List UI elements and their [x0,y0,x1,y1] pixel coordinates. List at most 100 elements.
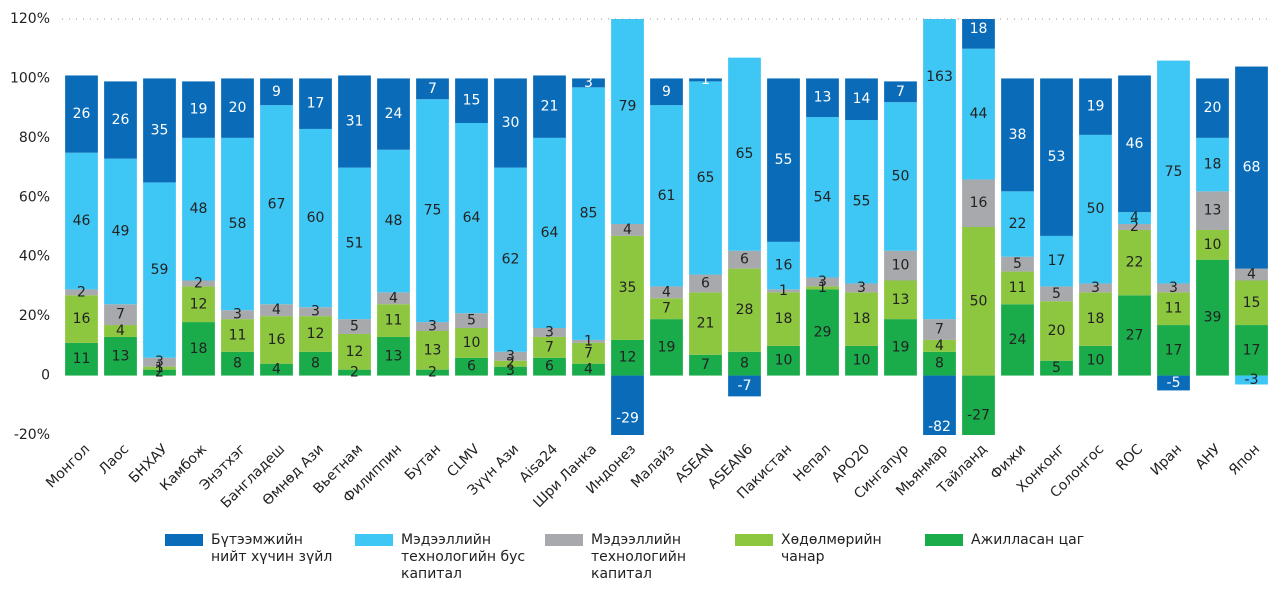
bar-segment [1157,60,1190,284]
x-tick-label: Лаос [96,441,132,477]
bar-segment [1235,375,1268,385]
data-label: 1 [584,333,593,349]
bar-segment [104,325,137,337]
bar-segment [1157,292,1190,326]
bar-segment [1118,295,1151,376]
chart: -20%020%40%60%80%100%120%111624626Монгол… [10,11,1271,512]
legend-swatch [925,534,963,546]
data-label: 3 [857,280,866,296]
bar-segment [923,375,956,435]
bar-segment [299,316,332,352]
data-label: 19 [658,339,676,355]
bar-segment [611,224,644,236]
legend-swatch [165,534,203,546]
bar-segment [182,286,215,323]
bar-segment [221,137,254,311]
legend: Бүтээмжийн нийт хүчин зүйл Мэдээллийн тех… [165,532,1115,583]
data-label: 61 [658,188,676,204]
bar-segment [767,78,800,242]
bar-segment [962,19,995,49]
bar-segment [884,319,917,376]
data-label: 14 [853,91,871,107]
legend-item: Бүтээмжийн нийт хүчин зүйл [165,532,355,583]
bar-segment [260,304,293,317]
bar-segment [728,250,761,269]
data-label: 2 [194,275,203,291]
data-label: -29 [616,411,639,427]
bar-segment [962,48,995,180]
data-label: 10 [463,335,481,351]
data-label: 48 [385,213,403,229]
data-label: 3 [311,304,320,320]
legend-item: Мэдээллийн технологийн бус капитал [355,532,545,583]
data-label: 3 [155,354,164,370]
data-label: -5 [1167,375,1181,391]
bar-segment [377,304,410,337]
data-label: 29 [814,324,832,340]
data-label: 2 [428,365,437,381]
bar-segment [728,375,761,397]
data-label: 5 [350,319,359,335]
data-label: -3 [1245,372,1259,388]
bar-segment [572,342,605,364]
bar-segment [1001,78,1034,192]
data-label: 85 [580,206,598,222]
bar-segment [533,137,566,329]
bar-segment [1118,224,1151,230]
data-label: 53 [1048,149,1066,165]
data-label: 13 [424,342,442,358]
y-tick-label: 100% [10,70,50,86]
legend-label: Мэдээллийн технологийн бус капитал [401,532,526,582]
bar-segment [494,366,527,376]
bar-segment [182,81,215,138]
data-label: 51 [346,235,364,251]
data-label: 16 [73,311,91,327]
legend-label: Ажилласан цаг [971,532,1085,548]
bar-segment [1196,229,1229,260]
x-tick-label: Япон [1226,441,1263,478]
bar-segment [767,292,800,346]
data-label: 18 [853,311,871,327]
bar-segment [143,369,176,376]
bar-segment [1079,345,1112,376]
data-label: 67 [268,197,286,213]
data-label: 50 [970,293,988,309]
bar-segment [650,78,683,106]
data-label: 16 [970,195,988,211]
data-label: 9 [272,84,281,100]
bar-segment [143,366,176,370]
data-label: 4 [662,284,671,300]
data-label: 4 [584,362,593,378]
legend-item: Хөдөлмөрийн чанар [735,532,925,583]
x-tick-label: Малайз [628,441,678,491]
data-label: 18 [970,21,988,37]
bar-segment [1040,301,1073,361]
data-label: 2 [506,356,515,372]
data-label: 17 [1048,253,1066,269]
x-tick-label: ROC [1113,441,1146,474]
data-label: 30 [502,115,520,131]
bar-segment [377,149,410,293]
bar-segment [143,357,176,367]
data-label: 35 [619,280,637,296]
bar-segment [689,274,722,293]
bar-segment [221,310,254,320]
data-label: 55 [853,194,871,210]
legend-item: Мэдээллийн технологийн капитал [545,532,735,583]
data-label: 3 [506,348,515,364]
data-label: 65 [736,146,754,162]
data-label: 10 [853,353,871,369]
data-label: 5 [1052,286,1061,302]
bar-segment [416,78,449,100]
bar-segment [572,339,605,343]
bar-segment [104,158,137,305]
data-label: 4 [272,362,281,378]
bar-segment [962,375,995,435]
bar-segment [689,78,722,82]
bar-segment [923,19,956,320]
data-label: 22 [1009,216,1027,232]
data-label: 20 [229,100,247,116]
data-label: 1 [779,283,788,299]
data-label: 20 [1204,100,1222,116]
bar-segment [455,78,488,123]
